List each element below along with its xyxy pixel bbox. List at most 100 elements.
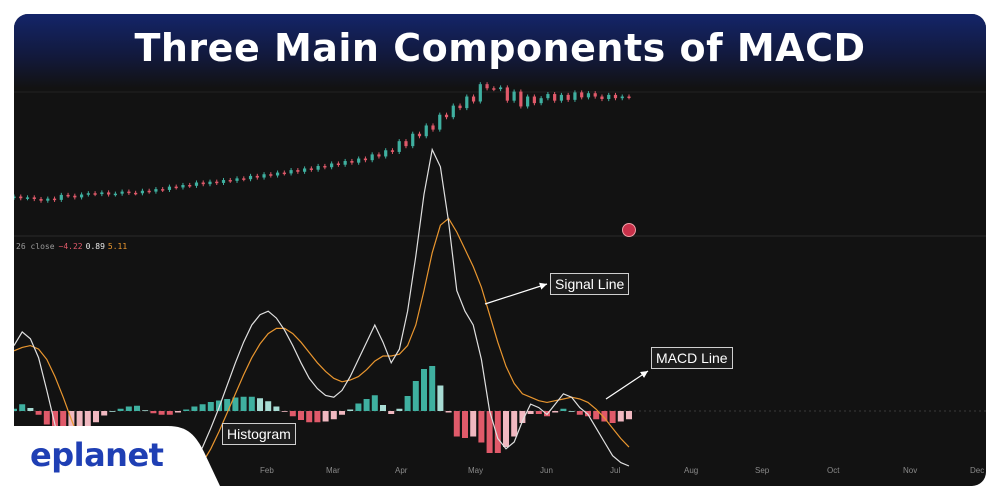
candle-body (444, 114, 449, 118)
indicator-label: 26 close −4.22 0.89 5.11 (16, 242, 127, 251)
candle-body (120, 191, 124, 194)
candle-body (566, 94, 570, 100)
earnings-icon[interactable] (622, 223, 636, 237)
candle-body (458, 105, 462, 109)
candle-body (19, 196, 23, 199)
candle-body (269, 174, 273, 176)
x-tick-label: May (468, 466, 484, 475)
candle-body (492, 88, 496, 90)
x-tick-label: Apr (395, 466, 408, 475)
histogram-bar (232, 397, 239, 411)
histogram-bar (175, 411, 181, 413)
candle-body (248, 175, 253, 180)
histogram-bar (470, 411, 477, 437)
histogram-bar (486, 411, 493, 453)
candle-body (330, 163, 334, 168)
candle-body (580, 92, 584, 98)
candle-body (620, 96, 624, 99)
candle-body (607, 94, 611, 100)
title-band (14, 14, 986, 88)
histogram-bar (568, 411, 575, 412)
candle-body (417, 133, 422, 137)
candle-body (107, 192, 111, 195)
histogram-bar (535, 411, 542, 414)
candle-body (86, 193, 90, 195)
price-candles (14, 82, 631, 203)
candle-body (73, 195, 77, 198)
histogram-bar (380, 405, 386, 411)
candle-body (181, 184, 185, 188)
histogram-bar (421, 369, 427, 411)
histogram-bar (101, 411, 108, 416)
histogram-bar (60, 411, 67, 435)
candle-body (127, 191, 131, 194)
histogram-bar (134, 405, 140, 411)
candle-body (559, 94, 564, 101)
histogram-bar (396, 408, 403, 411)
candle-body (586, 93, 591, 98)
candle-body (343, 161, 347, 165)
x-tick-label: Mar (326, 466, 340, 475)
candle-body (438, 114, 442, 130)
x-tick-label: Sep (755, 466, 770, 475)
histogram-bar (109, 411, 116, 412)
candle-body (140, 190, 145, 194)
callout-arrows (484, 282, 649, 400)
histogram-bar (248, 396, 255, 411)
histogram-bar (412, 381, 419, 411)
candle-body (539, 98, 543, 104)
candle-body (161, 189, 165, 191)
grid-lines (14, 91, 986, 412)
macd-line-callout: MACD Line (651, 347, 733, 369)
page-title: Three Main Components of MACD (134, 26, 866, 70)
candle-body (532, 96, 536, 104)
histogram-bar (199, 404, 206, 411)
histogram-bar (314, 411, 321, 423)
histogram-bar (52, 411, 58, 432)
candle-body (215, 181, 219, 184)
candle-body (526, 96, 530, 107)
histogram-bar (150, 411, 157, 414)
candle-body (59, 194, 63, 200)
candle-body (188, 184, 192, 187)
histogram-bar (207, 402, 214, 411)
candle-body (235, 178, 239, 181)
candle-body (174, 186, 178, 189)
histogram-bar (429, 366, 436, 411)
x-tick-label: Feb (260, 466, 274, 475)
candle-body (282, 172, 286, 175)
candle-body (242, 178, 246, 180)
histogram-bar (593, 411, 600, 420)
x-tick-label: Dec (970, 466, 985, 475)
candle-body (296, 170, 300, 172)
histogram-bars (14, 366, 632, 453)
histogram-bar (216, 400, 222, 411)
histogram-bar (511, 411, 518, 437)
histogram-bar (462, 411, 468, 438)
candle-body (471, 96, 476, 102)
histogram-bar (330, 411, 337, 420)
macd-value: −4.22 (58, 242, 83, 251)
histogram-bar (125, 406, 132, 411)
histogram-bar (388, 411, 395, 414)
histogram-bar (142, 410, 149, 412)
candle-body (505, 87, 509, 101)
candle-body (194, 182, 199, 186)
histogram-bar (43, 411, 50, 425)
candle-body (221, 180, 226, 183)
histogram-bar (617, 411, 624, 422)
candle-body (370, 154, 374, 161)
candle-body (350, 161, 354, 163)
histogram-bar (609, 411, 616, 423)
histogram-callout: Histogram (222, 423, 296, 445)
histogram-value: 5.11 (107, 242, 128, 251)
candle-body (424, 125, 428, 137)
candle-body (323, 165, 327, 168)
candle-body (384, 150, 388, 157)
histogram-bar (117, 408, 124, 411)
candle-body (613, 94, 618, 99)
candle-body (600, 96, 604, 100)
candle-body (512, 91, 516, 101)
histogram-bar (552, 411, 559, 413)
histogram-bar (478, 411, 485, 443)
